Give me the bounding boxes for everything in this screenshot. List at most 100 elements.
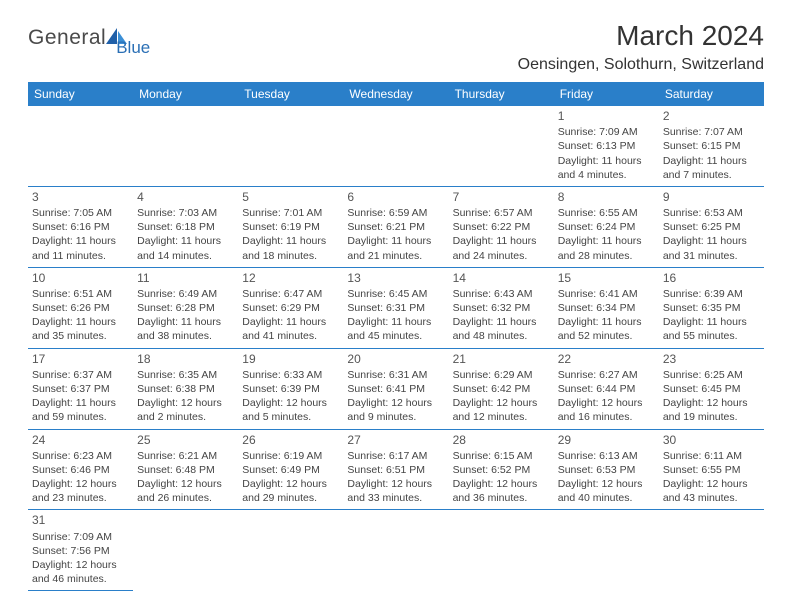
daylight-line: and 24 minutes.: [453, 249, 550, 263]
day-cell: 28Sunrise: 6:15 AMSunset: 6:52 PMDayligh…: [449, 429, 554, 510]
sunrise-line: Sunrise: 6:55 AM: [558, 206, 655, 220]
day-number: 10: [32, 270, 129, 286]
day-number: 9: [663, 189, 760, 205]
sunrise-line: Sunrise: 6:21 AM: [137, 449, 234, 463]
day-number: 18: [137, 351, 234, 367]
sunset-line: Sunset: 6:24 PM: [558, 220, 655, 234]
daylight-line: and 5 minutes.: [242, 410, 339, 424]
day-number: 22: [558, 351, 655, 367]
calendar-body: 1Sunrise: 7:09 AMSunset: 6:13 PMDaylight…: [28, 106, 764, 591]
sunset-line: Sunset: 6:44 PM: [558, 382, 655, 396]
daylight-line: and 45 minutes.: [347, 329, 444, 343]
day-cell: 15Sunrise: 6:41 AMSunset: 6:34 PMDayligh…: [554, 267, 659, 348]
sunrise-line: Sunrise: 6:49 AM: [137, 287, 234, 301]
daylight-line: Daylight: 11 hours: [558, 234, 655, 248]
daylight-line: and 52 minutes.: [558, 329, 655, 343]
daylight-line: Daylight: 12 hours: [32, 477, 129, 491]
day-number: 24: [32, 432, 129, 448]
day-cell: 27Sunrise: 6:17 AMSunset: 6:51 PMDayligh…: [343, 429, 448, 510]
daylight-line: and 21 minutes.: [347, 249, 444, 263]
logo-text-main: General: [28, 26, 106, 50]
daylight-line: and 31 minutes.: [663, 249, 760, 263]
day-cell: 6Sunrise: 6:59 AMSunset: 6:21 PMDaylight…: [343, 186, 448, 267]
day-cell: 26Sunrise: 6:19 AMSunset: 6:49 PMDayligh…: [238, 429, 343, 510]
day-number: 7: [453, 189, 550, 205]
sunrise-line: Sunrise: 6:45 AM: [347, 287, 444, 301]
sunrise-line: Sunrise: 6:59 AM: [347, 206, 444, 220]
day-cell: 8Sunrise: 6:55 AMSunset: 6:24 PMDaylight…: [554, 186, 659, 267]
week-row: 17Sunrise: 6:37 AMSunset: 6:37 PMDayligh…: [28, 348, 764, 429]
sunrise-line: Sunrise: 6:17 AM: [347, 449, 444, 463]
sunset-line: Sunset: 6:26 PM: [32, 301, 129, 315]
col-mon: Monday: [133, 82, 238, 106]
daylight-line: Daylight: 12 hours: [453, 477, 550, 491]
day-number: 13: [347, 270, 444, 286]
sunset-line: Sunset: 7:56 PM: [32, 544, 129, 558]
day-cell: 7Sunrise: 6:57 AMSunset: 6:22 PMDaylight…: [449, 186, 554, 267]
col-tue: Tuesday: [238, 82, 343, 106]
week-row: 31Sunrise: 7:09 AMSunset: 7:56 PMDayligh…: [28, 510, 764, 591]
daylight-line: and 55 minutes.: [663, 329, 760, 343]
sunset-line: Sunset: 6:45 PM: [663, 382, 760, 396]
day-cell: [343, 106, 448, 186]
sunset-line: Sunset: 6:55 PM: [663, 463, 760, 477]
day-cell: [238, 106, 343, 186]
day-cell: 10Sunrise: 6:51 AMSunset: 6:26 PMDayligh…: [28, 267, 133, 348]
daylight-line: Daylight: 11 hours: [32, 396, 129, 410]
sunset-line: Sunset: 6:41 PM: [347, 382, 444, 396]
title-block: March 2024 Oensingen, Solothurn, Switzer…: [518, 20, 764, 74]
day-cell: 21Sunrise: 6:29 AMSunset: 6:42 PMDayligh…: [449, 348, 554, 429]
day-cell: 19Sunrise: 6:33 AMSunset: 6:39 PMDayligh…: [238, 348, 343, 429]
sunrise-line: Sunrise: 7:01 AM: [242, 206, 339, 220]
sunset-line: Sunset: 6:34 PM: [558, 301, 655, 315]
day-cell: 16Sunrise: 6:39 AMSunset: 6:35 PMDayligh…: [659, 267, 764, 348]
day-cell: 29Sunrise: 6:13 AMSunset: 6:53 PMDayligh…: [554, 429, 659, 510]
day-number: 11: [137, 270, 234, 286]
day-number: 20: [347, 351, 444, 367]
sunset-line: Sunset: 6:13 PM: [558, 139, 655, 153]
sunset-line: Sunset: 6:25 PM: [663, 220, 760, 234]
daylight-line: and 28 minutes.: [558, 249, 655, 263]
sunset-line: Sunset: 6:15 PM: [663, 139, 760, 153]
logo: General Blue: [28, 26, 164, 50]
daylight-line: and 4 minutes.: [558, 168, 655, 182]
daylight-line: Daylight: 11 hours: [347, 315, 444, 329]
day-number: 21: [453, 351, 550, 367]
day-number: 27: [347, 432, 444, 448]
sunrise-line: Sunrise: 6:31 AM: [347, 368, 444, 382]
sunrise-line: Sunrise: 6:57 AM: [453, 206, 550, 220]
sunset-line: Sunset: 6:31 PM: [347, 301, 444, 315]
day-number: 26: [242, 432, 339, 448]
daylight-line: Daylight: 11 hours: [242, 234, 339, 248]
daylight-line: and 23 minutes.: [32, 491, 129, 505]
sunset-line: Sunset: 6:53 PM: [558, 463, 655, 477]
daylight-line: Daylight: 11 hours: [137, 234, 234, 248]
day-cell: 3Sunrise: 7:05 AMSunset: 6:16 PMDaylight…: [28, 186, 133, 267]
day-cell: 11Sunrise: 6:49 AMSunset: 6:28 PMDayligh…: [133, 267, 238, 348]
sunrise-line: Sunrise: 6:13 AM: [558, 449, 655, 463]
daylight-line: and 41 minutes.: [242, 329, 339, 343]
daylight-line: and 12 minutes.: [453, 410, 550, 424]
day-number: 28: [453, 432, 550, 448]
daylight-line: Daylight: 11 hours: [558, 154, 655, 168]
month-title: March 2024: [518, 20, 764, 52]
day-number: 15: [558, 270, 655, 286]
day-cell: [554, 510, 659, 591]
daylight-line: and 14 minutes.: [137, 249, 234, 263]
sunrise-line: Sunrise: 6:41 AM: [558, 287, 655, 301]
day-number: 6: [347, 189, 444, 205]
day-cell: 17Sunrise: 6:37 AMSunset: 6:37 PMDayligh…: [28, 348, 133, 429]
daylight-line: Daylight: 12 hours: [242, 477, 339, 491]
day-number: 2: [663, 108, 760, 124]
sunrise-line: Sunrise: 6:11 AM: [663, 449, 760, 463]
sunrise-line: Sunrise: 6:29 AM: [453, 368, 550, 382]
day-number: 14: [453, 270, 550, 286]
sunrise-line: Sunrise: 6:25 AM: [663, 368, 760, 382]
day-number: 3: [32, 189, 129, 205]
daylight-line: and 59 minutes.: [32, 410, 129, 424]
sunset-line: Sunset: 6:48 PM: [137, 463, 234, 477]
daylight-line: and 16 minutes.: [558, 410, 655, 424]
daylight-line: and 38 minutes.: [137, 329, 234, 343]
sunset-line: Sunset: 6:38 PM: [137, 382, 234, 396]
daylight-line: Daylight: 12 hours: [137, 396, 234, 410]
